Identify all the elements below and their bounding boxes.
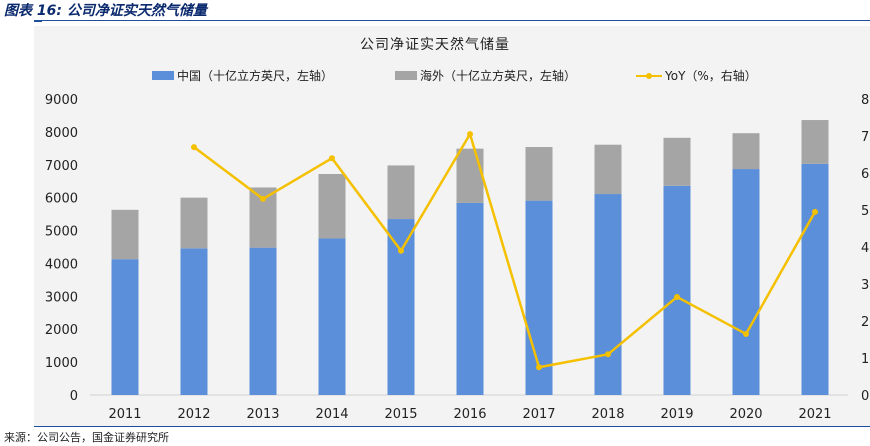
bar-china <box>594 194 622 395</box>
y-left-tick-label: 9000 <box>45 93 78 108</box>
bar-china <box>249 247 277 395</box>
legend-item-yoy: YoY（%，右轴） <box>636 67 757 84</box>
y-left-tick-label: 8000 <box>45 126 78 141</box>
title-accent <box>34 20 42 22</box>
bar-china <box>525 200 553 395</box>
bar-overseas <box>525 147 553 201</box>
y-left-tick-label: 6000 <box>45 192 78 207</box>
bar-overseas <box>732 133 760 170</box>
bar-overseas <box>456 148 484 203</box>
y-right-tick-label: 5 <box>861 204 869 219</box>
bar-china <box>456 202 484 395</box>
yoy-point <box>812 208 818 215</box>
bar-overseas <box>663 137 691 186</box>
y-left-tick-label: 7000 <box>45 159 78 174</box>
legend-item-china: 中国（十亿立方英尺，左轴） <box>152 67 333 84</box>
chart-title: 公司净证实天然气储量 <box>360 37 510 53</box>
yoy-point <box>398 247 404 254</box>
legend-label-china: 中国（十亿立方英尺，左轴） <box>177 69 334 83</box>
x-tick-label: 2011 <box>108 407 141 422</box>
bar-overseas <box>180 197 208 249</box>
x-tick-label: 2021 <box>798 407 831 422</box>
x-tick-label: 2015 <box>384 407 417 422</box>
yoy-point <box>329 155 335 162</box>
x-tick-label: 2016 <box>453 407 486 422</box>
bar-china <box>801 163 829 395</box>
x-tick-label: 2013 <box>246 407 279 422</box>
legend-swatch-overseas <box>395 71 417 80</box>
x-tick-label: 2014 <box>315 407 348 422</box>
x-tick-label: 2018 <box>591 407 624 422</box>
y-left-tick-label: 1000 <box>45 356 78 371</box>
y-right-tick-label: 0 <box>861 389 869 404</box>
y-left-tick-label: 3000 <box>45 290 78 305</box>
bar-overseas <box>387 165 415 220</box>
title-rule <box>34 20 870 21</box>
y-right-tick-label: 6 <box>861 167 869 182</box>
bar-china <box>318 238 346 395</box>
y-left-tick-label: 4000 <box>45 257 78 272</box>
x-tick-label: 2017 <box>522 407 555 422</box>
bar-overseas <box>594 144 622 195</box>
yoy-point <box>260 195 266 202</box>
y-right-tick-label: 4 <box>861 241 869 256</box>
bar-china <box>111 259 139 395</box>
source-rule <box>34 426 870 427</box>
legend-item-overseas: 海外（十亿立方英尺，左轴） <box>395 67 576 84</box>
legend-swatch-yoy <box>636 70 662 82</box>
yoy-line <box>193 132 817 369</box>
y-right-tick-label: 8 <box>861 93 869 108</box>
x-tick-label: 2012 <box>177 407 210 422</box>
yoy-point <box>191 144 197 151</box>
bar-china <box>387 219 415 395</box>
bar-china <box>180 248 208 395</box>
y-right-tick-label: 7 <box>861 130 869 145</box>
x-tick-label: 2019 <box>660 407 693 422</box>
yoy-point <box>605 351 611 358</box>
yoy-point <box>743 330 749 337</box>
yoy-point <box>536 364 542 371</box>
chart-panel <box>34 26 870 426</box>
bar-china <box>732 169 760 395</box>
y-right-tick-label: 1 <box>861 352 869 367</box>
bar-china <box>663 185 691 395</box>
legend-swatch-china <box>152 71 174 80</box>
bar-overseas <box>318 173 346 239</box>
bar-overseas <box>111 209 139 260</box>
bar-overseas <box>801 120 829 164</box>
legend-label-yoy: YoY（%，右轴） <box>665 69 757 83</box>
figure-title: 图表 16: 公司净证实天然气储量 <box>4 3 207 19</box>
y-left-tick-label: 0 <box>70 389 78 404</box>
y-left-tick-label: 2000 <box>45 323 78 338</box>
source-note: 来源：公司公告，国金证券研究所 <box>4 431 169 444</box>
y-right-tick-label: 2 <box>861 315 869 330</box>
legend-label-overseas: 海外（十亿立方英尺，左轴） <box>420 69 577 83</box>
y-left-tick-label: 5000 <box>45 225 78 240</box>
yoy-point <box>674 293 680 300</box>
x-tick-label: 2020 <box>729 407 762 422</box>
yoy-point <box>467 131 473 138</box>
y-right-tick-label: 3 <box>861 278 869 293</box>
